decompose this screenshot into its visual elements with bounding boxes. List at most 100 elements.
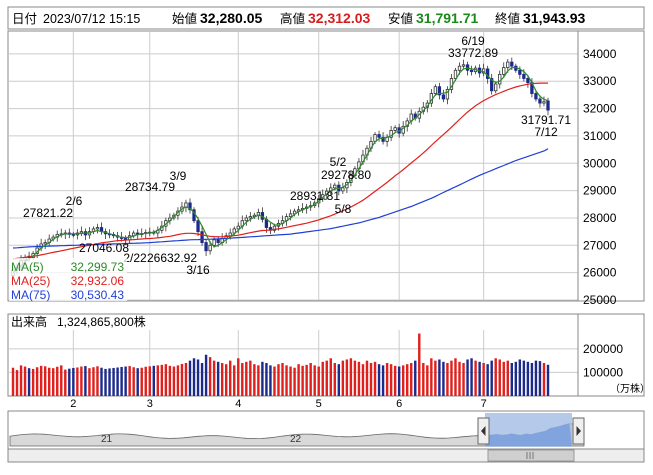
price-y-tick-label: 32000 bbox=[583, 102, 617, 116]
volume-bar bbox=[305, 364, 308, 396]
volume-bar bbox=[494, 358, 497, 396]
volume-bar bbox=[478, 361, 481, 396]
x-tick-label: 5 bbox=[316, 398, 322, 410]
volume-bar bbox=[482, 363, 485, 396]
candle-up bbox=[333, 184, 337, 189]
annotation-value: 31791.71 bbox=[521, 113, 571, 127]
moving-average-lines bbox=[12, 66, 549, 274]
volume-bars bbox=[11, 333, 550, 396]
volume-bar bbox=[269, 365, 272, 396]
volume-bar bbox=[321, 361, 324, 396]
price-y-tick-label: 29000 bbox=[583, 184, 617, 198]
volume-bar bbox=[140, 367, 143, 396]
volume-bar bbox=[530, 363, 534, 396]
volume-bar bbox=[261, 361, 264, 396]
volume-bar bbox=[345, 359, 349, 396]
volume-bar bbox=[180, 363, 184, 396]
candle-down bbox=[216, 239, 220, 243]
volume-bar bbox=[510, 363, 514, 396]
candle-down bbox=[510, 61, 514, 67]
volume-bar bbox=[285, 365, 288, 396]
price-y-tick-label: 25000 bbox=[583, 293, 617, 307]
volume-bar bbox=[442, 361, 445, 396]
candle-up bbox=[506, 61, 510, 68]
annotation-value: 28734.79 bbox=[125, 180, 175, 194]
volume-bar bbox=[188, 360, 192, 396]
candle-up bbox=[212, 239, 216, 246]
volume-bar bbox=[19, 365, 23, 396]
navigator-left-arrow bbox=[481, 426, 486, 436]
annotation-date: 2/6 bbox=[66, 194, 83, 208]
volume-bar bbox=[208, 357, 212, 396]
volume-bar bbox=[176, 365, 180, 396]
header-low: 31,791.71 bbox=[416, 10, 478, 26]
volume-bar bbox=[518, 359, 522, 396]
volume-bar bbox=[184, 363, 188, 396]
volume-bar bbox=[92, 367, 95, 396]
legend-ma25-value: 32,932.06 bbox=[71, 274, 125, 288]
volume-bar bbox=[237, 358, 240, 396]
candle-down bbox=[71, 233, 75, 236]
x-tick-label: 2 bbox=[70, 398, 76, 410]
volume-bar bbox=[317, 366, 320, 396]
header-high-label: 高値 bbox=[280, 11, 305, 26]
candle-up bbox=[461, 64, 466, 67]
volume-bar bbox=[450, 360, 453, 396]
x-tick-label: 3 bbox=[147, 398, 153, 410]
candle-up bbox=[43, 242, 47, 245]
price-y-tick-label: 28000 bbox=[583, 211, 617, 225]
candle-down bbox=[518, 69, 522, 75]
volume-bar bbox=[410, 363, 413, 396]
price-y-tick-label: 30000 bbox=[583, 156, 617, 170]
candle-up bbox=[272, 225, 277, 231]
volume-bar bbox=[265, 363, 268, 396]
ma-legend: MA(5) 32,299.73 MA(25) 32,932.06 MA(75) … bbox=[9, 258, 127, 302]
volume-bar bbox=[406, 364, 409, 396]
volume-bar bbox=[397, 366, 401, 396]
volume-bar bbox=[474, 360, 477, 396]
x-axis: 2 3 4 5 6 7 bbox=[70, 398, 486, 410]
ma75-line bbox=[12, 148, 549, 249]
volume-value: 1,324,865,800株 bbox=[57, 314, 146, 329]
x-tick-label: 4 bbox=[235, 398, 241, 410]
volume-bar bbox=[216, 361, 220, 396]
volume-bar bbox=[462, 363, 465, 396]
volume-bar bbox=[546, 364, 550, 396]
volume-bar bbox=[224, 364, 228, 396]
candle-down bbox=[546, 100, 550, 111]
header-close-label: 終値 bbox=[495, 11, 520, 26]
volume-bar bbox=[337, 364, 341, 396]
candle-down bbox=[522, 73, 526, 79]
scrollbar-thumb[interactable] bbox=[487, 449, 575, 462]
volume-bar bbox=[245, 361, 248, 396]
chevron-left-icon[interactable] bbox=[477, 417, 490, 445]
volume-bar bbox=[538, 361, 542, 396]
volume-bar bbox=[414, 360, 417, 396]
volume-bar bbox=[534, 360, 538, 396]
volume-bar bbox=[192, 358, 196, 396]
candle-up bbox=[445, 89, 450, 100]
volume-bar bbox=[15, 370, 19, 396]
volume-bar bbox=[361, 364, 365, 396]
volume-bar bbox=[152, 365, 155, 396]
volume-bar bbox=[333, 363, 337, 396]
chevron-right-icon[interactable] bbox=[572, 417, 585, 445]
volume-bar bbox=[329, 358, 332, 396]
volume-bar bbox=[23, 366, 27, 396]
volume-bar bbox=[80, 366, 83, 396]
volume-bar bbox=[76, 367, 79, 396]
volume-bar bbox=[470, 358, 473, 396]
navigator-scrollbar[interactable] bbox=[7, 448, 645, 463]
legend-ma5-name: MA(5) bbox=[11, 260, 44, 274]
volume-bar bbox=[466, 359, 469, 396]
volume-bar bbox=[253, 364, 256, 396]
annotation-date: 5/8 bbox=[335, 202, 352, 216]
candle-up bbox=[244, 217, 248, 222]
volume-bar bbox=[136, 368, 139, 396]
annotation-value: 26632.92 bbox=[147, 251, 197, 265]
navigator-right-arrow bbox=[576, 426, 581, 436]
header-open-label: 始値 bbox=[172, 11, 197, 26]
volume-bar bbox=[60, 365, 63, 396]
